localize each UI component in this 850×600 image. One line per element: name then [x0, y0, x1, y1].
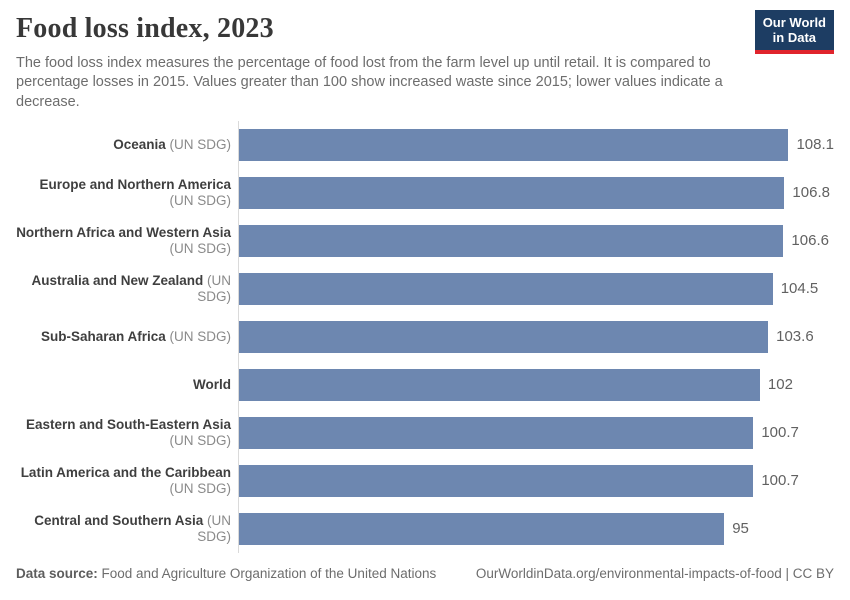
- bar-area: 95: [238, 505, 834, 553]
- bar-area: 104.5: [238, 265, 834, 313]
- bar-area: 102: [238, 361, 834, 409]
- bar-area: 100.7: [238, 409, 834, 457]
- license-label: CC BY: [792, 565, 834, 581]
- value-label: 108.1: [796, 136, 834, 154]
- bar[interactable]: [239, 416, 754, 449]
- category-label: Eastern and South-Eastern Asia (UN SDG): [16, 417, 238, 448]
- owid-logo-text-line2: in Data: [772, 30, 817, 46]
- category-name: Sub-Saharan Africa: [40, 329, 166, 345]
- category-qualifier: (UN SDG): [197, 513, 231, 544]
- category-qualifier: (UN SDG): [169, 480, 232, 496]
- attribution-note: OurWorldinData.org/environmental-impacts…: [476, 566, 834, 581]
- category-label: Australia and New Zealand (UN SDG): [16, 273, 238, 304]
- bar-area: 100.7: [238, 457, 834, 505]
- data-source-note: Data source: Food and Agriculture Organi…: [16, 566, 436, 581]
- chart-row: Eastern and South-Eastern Asia (UN SDG) 1…: [16, 409, 834, 457]
- value-label: 102: [767, 376, 793, 394]
- chart-row: Northern Africa and Western Asia (UN SDG)…: [16, 217, 834, 265]
- value-label: 100.7: [761, 472, 799, 490]
- chart-row: Latin America and the Caribbean (UN SDG) …: [16, 457, 834, 505]
- category-qualifier: (UN SDG): [169, 240, 232, 256]
- category-qualifier: (UN SDG): [169, 192, 232, 208]
- category-name: Australia and New Zealand: [31, 273, 204, 289]
- category-label: World: [16, 377, 238, 393]
- header: Food loss index, 2023 Our World in Data …: [16, 0, 834, 112]
- chart-row: Australia and New Zealand (UN SDG) 104.5: [16, 265, 834, 313]
- chart-subtitle: The food loss index measures the percent…: [16, 55, 723, 110]
- category-label: Sub-Saharan Africa (UN SDG): [16, 329, 238, 345]
- category-name: Eastern and South-Eastern Asia: [25, 417, 231, 433]
- bar[interactable]: [239, 320, 769, 353]
- category-label: Central and Southern Asia (UN SDG): [16, 513, 238, 544]
- bar[interactable]: [239, 512, 725, 545]
- category-name: World: [193, 377, 231, 393]
- category-qualifier: (UN SDG): [197, 273, 231, 304]
- value-label: 103.6: [776, 328, 814, 346]
- value-label: 106.6: [791, 232, 829, 250]
- chart-row: Europe and Northern America (UN SDG) 106.…: [16, 169, 834, 217]
- value-label: 104.5: [780, 280, 819, 298]
- bar[interactable]: [239, 224, 784, 257]
- category-name: Oceania: [113, 137, 166, 153]
- category-label: Europe and Northern America (UN SDG): [16, 177, 238, 208]
- chart-row: World 102: [16, 361, 834, 409]
- chart-footer: Data source: Food and Agriculture Organi…: [16, 566, 834, 581]
- bar-area: 103.6: [238, 313, 834, 361]
- y-axis-line: [238, 120, 239, 553]
- value-label: 100.7: [761, 424, 799, 442]
- bar[interactable]: [239, 176, 785, 209]
- bar[interactable]: [239, 368, 760, 401]
- chart-row: Oceania (UN SDG) 108.1: [16, 121, 834, 169]
- bar[interactable]: [239, 272, 773, 305]
- category-name: Europe and Northern America: [39, 177, 231, 193]
- chart-row: Central and Southern Asia (UN SDG) 95: [16, 505, 834, 553]
- category-qualifier: (UN SDG): [165, 329, 232, 345]
- bar[interactable]: [239, 464, 754, 497]
- category-qualifier: (UN SDG): [169, 432, 232, 448]
- owid-url-link[interactable]: OurWorldinData.org/environmental-impacts…: [475, 565, 782, 581]
- category-label: Oceania (UN SDG): [16, 137, 238, 153]
- data-source-label: Data source:: [16, 565, 98, 581]
- bar-area: 106.8: [238, 169, 834, 217]
- category-name: Latin America and the Caribbean: [20, 465, 231, 481]
- bar-chart: Oceania (UN SDG) 108.1 Europe and Northe…: [16, 120, 834, 553]
- data-source-text: Food and Agriculture Organization of the…: [97, 565, 437, 581]
- bar-area: 106.6: [238, 217, 834, 265]
- license-separator: |: [781, 565, 793, 581]
- category-label: Northern Africa and Western Asia (UN SDG): [16, 225, 238, 256]
- category-name: Northern Africa and Western Asia: [16, 225, 231, 241]
- category-label: Latin America and the Caribbean (UN SDG): [16, 465, 238, 496]
- bar-area: 108.1: [238, 121, 834, 169]
- value-label: 106.8: [792, 184, 830, 202]
- bar[interactable]: [239, 128, 789, 161]
- owid-logo[interactable]: Our World in Data: [754, 10, 834, 54]
- value-label: 95: [732, 520, 749, 538]
- category-name: Central and Southern Asia: [34, 513, 204, 529]
- chart-row: Sub-Saharan Africa (UN SDG) 103.6: [16, 313, 834, 361]
- category-qualifier: (UN SDG): [165, 137, 232, 153]
- owid-logo-text-line1: Our World: [762, 15, 826, 30]
- page-title: Food loss index, 2023: [16, 13, 274, 44]
